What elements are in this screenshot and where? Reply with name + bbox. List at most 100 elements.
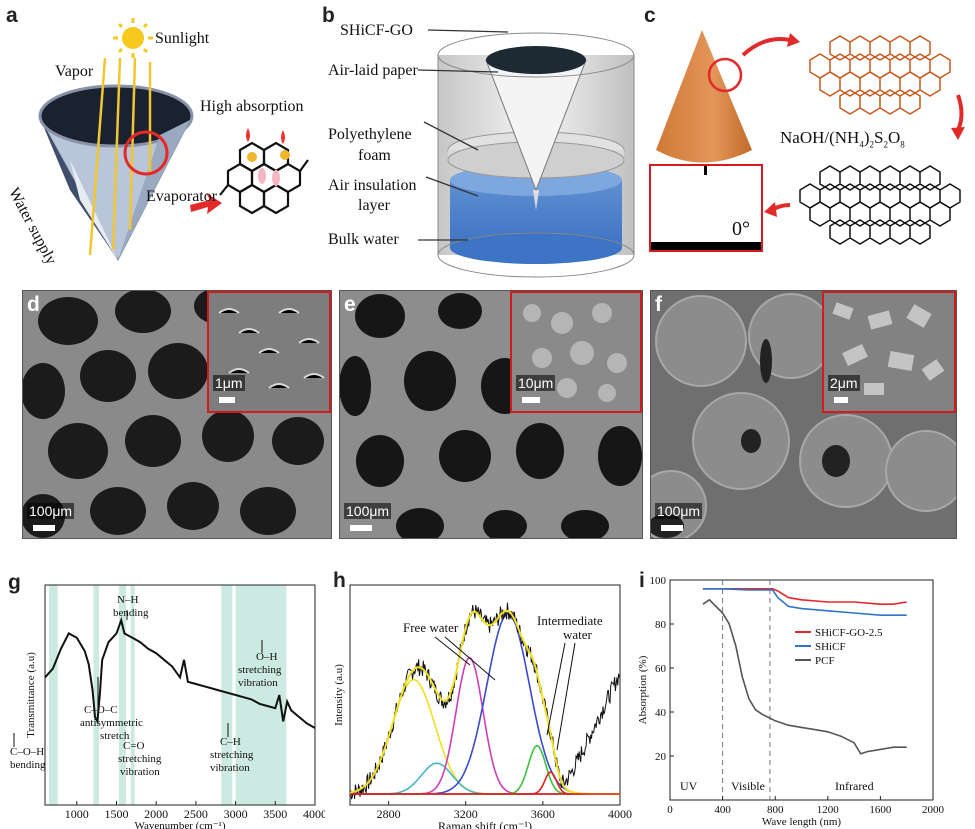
x-tick-label: 1200 [817,804,840,816]
plot-frame [349,584,621,806]
main-scale-label: 100μm [655,503,703,519]
absorption-band [118,585,126,805]
ftir-chart: 1000 1500 2000 2500 3000 3500 4000 Wavenumber (… [10,584,325,829]
free-water-label: Free water [403,620,459,635]
absorption-band [130,585,135,805]
panel-letter: d [27,293,40,316]
x-tick-label: 3600 [531,807,555,821]
band-annotation: antisymmetric [80,717,143,729]
x-tick-label: 3200 [454,807,478,821]
main-scale-label: 100μm [27,503,75,519]
sem-panel-f: 2μm f 100μm [650,290,957,539]
panel-letter: h [333,569,346,592]
y-axis-label: Intensity (a.u) [333,664,345,726]
device-schematic [417,29,635,278]
sun-icon [113,18,153,58]
contact-angle-label: 0° [732,218,750,240]
chart-g: g 1000 1500 2000 2500 3000 3500 4000 Wavenumber… [0,565,325,829]
chart-i: i 0 400 800 1200 1600 2000 20 40 60 80 100 Wave len… [635,565,975,829]
reagent-sub-8: 8 [900,139,905,150]
absorption-chart: 0 400 800 1200 1600 2000 20 40 60 80 100 Wave lengt… [637,575,945,828]
arrow-icon [190,193,222,214]
sem-inset-d: 1μm [207,291,331,413]
y-tick-label: 100 [650,575,667,587]
layer-label: layer [358,197,390,214]
panel-a: a [0,0,315,280]
x-axis-label: Raman shift (cm⁻¹) [438,819,532,829]
reagent-sub-2b: 2 [883,139,888,150]
x-tick-label: 1000 [65,807,89,821]
shicf-go-label: SHiCF-GO [340,22,413,39]
foam-label: foam [358,147,391,164]
band-annotation: N–H [117,594,138,606]
high-absorption-label: High absorption [200,98,304,115]
reagent-sub-2: 2 [869,139,875,150]
band-annotation: O–H [256,651,277,663]
intermediate-water-label: Intermediate [537,613,603,628]
band-annotation: C–O–H [10,746,44,758]
legend-label: SHiCF [815,641,846,653]
band-annotation: vibration [120,766,160,778]
x-tick-label: 2500 [184,807,208,821]
panel-letter: a [6,4,18,27]
band-annotation: bending [113,607,149,619]
main-scale-bar [661,525,683,531]
panel-c: c NaOH/(NH4)2S2O8 [640,0,975,280]
x-tick-label: 0 [667,804,673,816]
x-tick-label: 2000 [922,804,945,816]
absorption-band [48,585,58,805]
intermediate-water-label: water [563,627,593,642]
x-tick-label: 4000 [608,807,632,821]
x-tick-label: 4000 [303,807,325,821]
reagent-text-3: S [874,128,884,147]
chart-h: h 2800 3200 3600 4000 Raman shift (cm⁻¹) Inte… [325,565,640,829]
y-axis-label: Absorption (%) [637,655,649,724]
fit-component [350,656,620,795]
inset-scale-label: 2μm [828,375,860,391]
band-annotation: stretching [210,749,254,761]
band-annotation: C–O–C [84,704,118,716]
panel-letter: i [639,569,645,592]
vapor-label: Vapor [55,63,94,80]
band-annotation: stretching [118,753,162,765]
sem-panel-d: 1μm d 100μm [22,290,332,539]
evaporator-label: Evaporator [146,188,218,205]
panel-b: b SHiCF-GO Air-laid paper Polyethylene f… [318,0,638,280]
main-scale-bar [33,525,55,531]
x-axis-label: Wave length (nm) [762,816,841,828]
reagent-text-1: NaOH/(NH [780,128,860,147]
absorption-band [93,585,99,805]
legend-label: PCF [815,655,835,667]
inset-scale-bar [522,397,540,403]
x-tick-label: 3500 [263,807,287,821]
band-annotation: stretch [100,730,130,742]
main-scale-label: 100μm [344,503,392,519]
y-tick-label: 80 [655,619,667,631]
inset-scale-label: 1μm [213,375,245,391]
evaporator-illustration [38,18,309,262]
x-tick-label: 1500 [104,807,128,821]
sem-panel-e: 10μm e 100μm [339,290,643,539]
preparation-scheme [649,20,968,252]
inset-scale-bar [834,397,848,403]
panel-letter: b [322,4,335,27]
band-annotation: C=O [123,740,145,752]
black-network [799,165,961,245]
sem-inset-e: 10μm [510,291,642,413]
annotation-arrow [444,636,496,681]
porous-structure [340,291,642,538]
air-laid-paper-label: Air-laid paper [328,62,418,79]
air-insulation-label: Air insulation [328,177,417,194]
y-tick-label: 40 [655,707,667,719]
y-tick-label: 20 [655,751,667,763]
panel-letter: e [344,293,356,316]
raman-chart: 2800 3200 3600 4000 Raman shift (cm⁻¹) Intens… [333,584,632,829]
y-axis-label: Transmittance (a.u) [25,652,37,738]
reagent-label: NaOH/(NH4)2S2O8 [780,128,905,149]
series-line [702,588,907,616]
band-annotation: vibration [210,762,250,774]
x-axis-label: Wavenumber (cm⁻¹) [135,820,226,829]
series-line [702,588,907,605]
bulk-water-label: Bulk water [328,231,399,248]
reagent-sub-4: 4 [859,139,864,150]
